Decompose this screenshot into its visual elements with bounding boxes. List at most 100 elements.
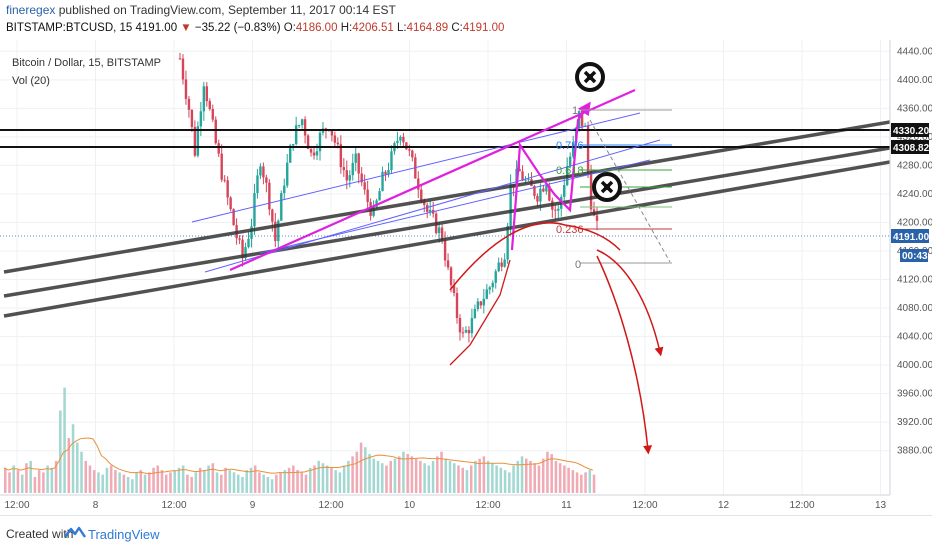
low-label: L: <box>396 22 407 34</box>
candle-body <box>399 136 402 141</box>
candle-body <box>488 287 491 290</box>
volume-bars <box>3 387 596 493</box>
candle-body <box>557 208 560 211</box>
candle-body <box>521 171 524 181</box>
y-tick-label: 4240.00 <box>897 189 932 200</box>
trendline-black-1 <box>3 120 891 274</box>
symbol-label: BITSTAMP:BTCUSD, 15 <box>6 22 133 34</box>
candle-body <box>586 125 590 173</box>
volume-bar <box>59 410 62 493</box>
volume-bar <box>313 465 316 493</box>
volume-bar <box>461 467 464 493</box>
volume-bar <box>232 472 236 493</box>
volume-bar <box>12 465 16 493</box>
volume-bar <box>224 467 227 493</box>
candle-body <box>306 135 310 150</box>
x-tick-label: 12:00 <box>632 500 657 511</box>
candle-body <box>417 178 420 190</box>
candle-body <box>548 185 551 201</box>
volume-bar <box>54 460 58 493</box>
tradingview-brand[interactable]: TradingView <box>88 527 160 542</box>
y-tick-label: 3880.00 <box>897 446 932 457</box>
volume-bar <box>359 442 363 493</box>
volume-bar <box>529 460 532 493</box>
candle-body <box>333 135 337 143</box>
volume-bar <box>181 465 185 493</box>
svg-text:4308.82: 4308.82 <box>893 143 930 154</box>
candle-body <box>595 215 599 221</box>
candle-body <box>244 247 247 259</box>
candle-body <box>214 119 217 144</box>
candle-body <box>405 142 408 150</box>
candle-body <box>223 179 226 181</box>
price-axis[interactable]: 3880.00 3920.00 3960.00 4000.00 4040.00 4080.… <box>889 40 932 495</box>
candle-body <box>199 111 203 127</box>
volume-bar <box>220 474 223 493</box>
candle-body <box>479 301 483 306</box>
volume-bar <box>351 456 354 493</box>
candle-body <box>342 167 346 171</box>
candle-body <box>366 189 369 203</box>
x-tick-label: 12:00 <box>789 500 814 511</box>
volume-bar <box>42 472 45 493</box>
candle-body <box>297 125 301 127</box>
volume-bar <box>92 470 96 493</box>
change-value: −35.22 (−0.83%) <box>194 22 281 34</box>
volume-bar <box>25 463 28 493</box>
volume-bar <box>308 467 312 493</box>
volume-bar <box>63 387 66 493</box>
candle-body <box>455 293 459 319</box>
volume-bar <box>20 474 24 493</box>
footer: Created with TradingView <box>0 515 932 551</box>
candle-body <box>542 188 545 192</box>
last-price: 4191.00 <box>135 22 178 34</box>
volume-bar <box>469 465 473 493</box>
candle-body <box>291 144 295 146</box>
volume-bar <box>330 467 333 493</box>
volume-bar <box>512 465 515 493</box>
candle-body <box>345 170 348 181</box>
candle-body <box>429 209 432 212</box>
candle-body <box>473 308 477 319</box>
x-tick-label: 13 <box>875 500 887 511</box>
candle-body <box>568 156 572 167</box>
volume-bar <box>186 474 189 493</box>
volume-bar <box>355 451 359 493</box>
volume-bar <box>410 456 414 493</box>
y-tick-label: 4280.00 <box>897 160 932 171</box>
volume-bar <box>126 476 130 493</box>
volume-bar <box>262 474 265 493</box>
candle-body <box>476 301 480 309</box>
candle-body <box>181 58 185 80</box>
volume-bar <box>118 472 121 493</box>
candle-body <box>217 143 220 154</box>
volume-bar <box>122 474 126 493</box>
volume-bar <box>508 472 511 493</box>
volume-bar <box>436 456 439 493</box>
candle-body <box>589 172 593 210</box>
volume-bar <box>563 465 566 493</box>
drawings: 1 0.786 0.618 0.236 0 <box>0 62 891 455</box>
candle-body <box>286 162 289 186</box>
volume-bar <box>491 463 494 493</box>
price-tag-4330: 4330.20 <box>891 123 930 137</box>
volume-bar <box>33 476 37 493</box>
y-tick-label: 4440.00 <box>897 46 932 57</box>
price-chart[interactable]: 1 0.786 0.618 0.236 0 3880.00 3920.00 3960… <box>0 40 932 515</box>
time-axis[interactable]: 12:00 8 12:00 9 12:00 10 12:00 11 12:00 12 12:00 13 <box>0 494 890 511</box>
candle-body <box>533 186 536 196</box>
legend-title: Bitcoin / Dollar, 15, BITSTAMP <box>12 57 161 69</box>
low-value: 4164.89 <box>406 22 449 34</box>
fib-label-0786: 0.786 <box>556 140 584 152</box>
candle-body <box>485 289 488 299</box>
volume-bar <box>152 467 155 493</box>
candle-body <box>396 140 399 144</box>
candle-body <box>461 332 465 334</box>
volume-bar <box>541 458 545 493</box>
volume-bar <box>452 463 456 493</box>
volume-bar <box>139 470 143 493</box>
candle-body <box>184 79 188 99</box>
author-link[interactable]: fineregex <box>6 3 56 17</box>
volume-bar <box>503 470 507 493</box>
y-tick-label: 3960.00 <box>897 389 932 400</box>
